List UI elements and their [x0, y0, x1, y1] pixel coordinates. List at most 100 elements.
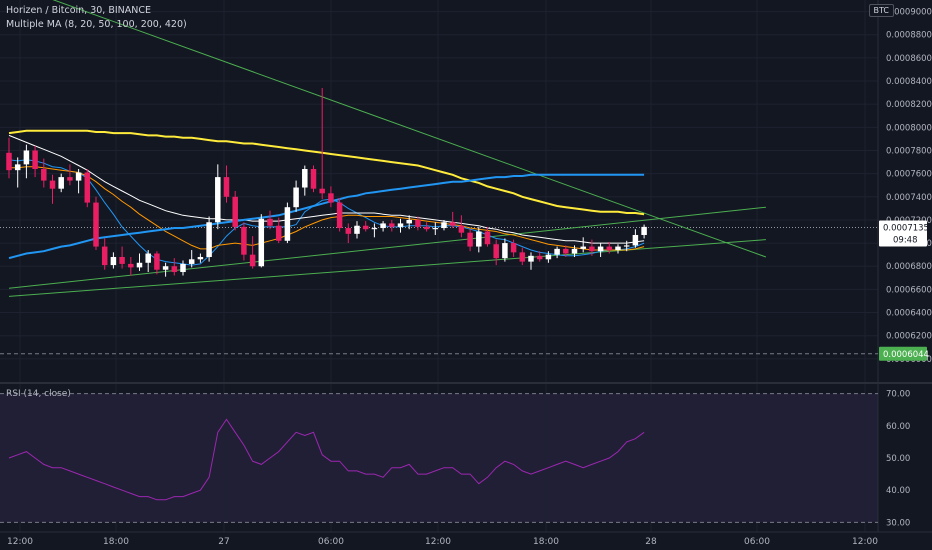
price-tick-label: 0.0008200 [886, 100, 932, 110]
candle-body [223, 177, 230, 197]
price-tick-label: 0.0007400 [886, 193, 932, 203]
candle [623, 240, 630, 252]
candle [580, 237, 586, 253]
candle-body [110, 256, 117, 266]
price-tick-label: 0.0007600 [886, 170, 932, 180]
candle-body [319, 188, 325, 194]
candle [302, 165, 308, 196]
candle [197, 253, 204, 263]
candle [615, 244, 621, 254]
time-tick-label: 12:00 [7, 537, 33, 547]
candle [41, 158, 47, 188]
candle-body [397, 223, 404, 227]
candle-body [41, 169, 47, 181]
candle [467, 229, 473, 252]
candle-body [597, 246, 604, 252]
marked-level-badge: 0.0006044 [879, 346, 929, 361]
candle-body [528, 255, 534, 262]
candle [536, 251, 543, 262]
candle [484, 226, 491, 247]
candle [215, 164, 221, 230]
candle [328, 186, 334, 208]
candle-body [275, 225, 282, 241]
candle [232, 191, 238, 231]
price-tick-label: 0.0006600 [886, 285, 932, 295]
candle [136, 253, 143, 271]
rsi-tick-label: 40.00 [886, 486, 910, 496]
candle-body [6, 152, 12, 171]
candle [110, 252, 117, 269]
candle [93, 196, 99, 251]
candle [606, 241, 613, 254]
trendline-ascending-support-upper [8, 206, 766, 289]
candle-body [423, 226, 430, 230]
candle-body [415, 219, 421, 227]
candle [275, 217, 282, 244]
currency-badge[interactable]: BTC [868, 4, 894, 17]
candle-body [128, 263, 134, 268]
candle-body [519, 252, 526, 262]
price-tick-label: 0.0006200 [886, 332, 932, 342]
rsi-tick-label: 50.00 [886, 454, 910, 464]
ma-50-line [8, 134, 645, 244]
time-tick-label: 28 [645, 537, 657, 547]
candle [345, 223, 352, 244]
candle [119, 246, 125, 269]
candle [241, 222, 247, 261]
candle-body [67, 177, 73, 181]
candle [563, 245, 569, 257]
candle [545, 251, 552, 263]
rsi-tick-label: 60.00 [886, 422, 910, 432]
candle-body [14, 164, 21, 171]
candle [476, 226, 482, 253]
candle [310, 165, 317, 193]
candle [206, 216, 212, 262]
candle-body [389, 223, 395, 227]
candle-body [510, 243, 517, 253]
candle-body [241, 226, 247, 255]
candle [554, 246, 560, 259]
candle-body [101, 246, 108, 266]
candle [571, 245, 578, 257]
last-price-badge-bg [879, 220, 927, 247]
ma-200-line [8, 173, 645, 260]
indicator-legend: Multiple MA (8, 20, 50, 100, 200, 420) [6, 19, 187, 30]
candle-body [197, 256, 204, 260]
candle [128, 256, 134, 276]
candle [49, 174, 56, 204]
candle-body [328, 193, 334, 203]
candle-body [458, 225, 465, 233]
time-tick-label: 18:00 [103, 537, 129, 547]
rsi-band-fill [0, 393, 878, 523]
candle-body [145, 253, 151, 263]
candle-body [449, 222, 456, 226]
candle [84, 169, 91, 208]
candle [180, 260, 186, 276]
ma-8-line [8, 159, 645, 266]
candle [380, 221, 386, 232]
candle-body [484, 231, 491, 245]
candle-body [119, 256, 125, 264]
candle [371, 223, 378, 238]
candle [267, 210, 273, 230]
candle-body [615, 246, 621, 251]
candle [362, 221, 369, 232]
candle-body [641, 226, 647, 235]
candle-body [310, 169, 317, 189]
candle [319, 87, 325, 200]
candle [441, 219, 447, 231]
candle [67, 164, 73, 186]
candle [528, 252, 534, 270]
price-tick-label: 0.0008400 [886, 77, 932, 87]
rsi-tick-label: 30.00 [886, 518, 910, 528]
time-tick-label: 27 [218, 537, 229, 547]
candle-body [284, 207, 291, 241]
marked-level-badge-bg [879, 346, 927, 361]
last-price-badge: 0.0007135 09:48 [879, 220, 929, 247]
ma-20-line [9, 166, 645, 251]
rsi-tick-label: 70.00 [886, 390, 910, 400]
candle-body [476, 231, 482, 247]
time-tick-label: 18:00 [533, 537, 559, 547]
